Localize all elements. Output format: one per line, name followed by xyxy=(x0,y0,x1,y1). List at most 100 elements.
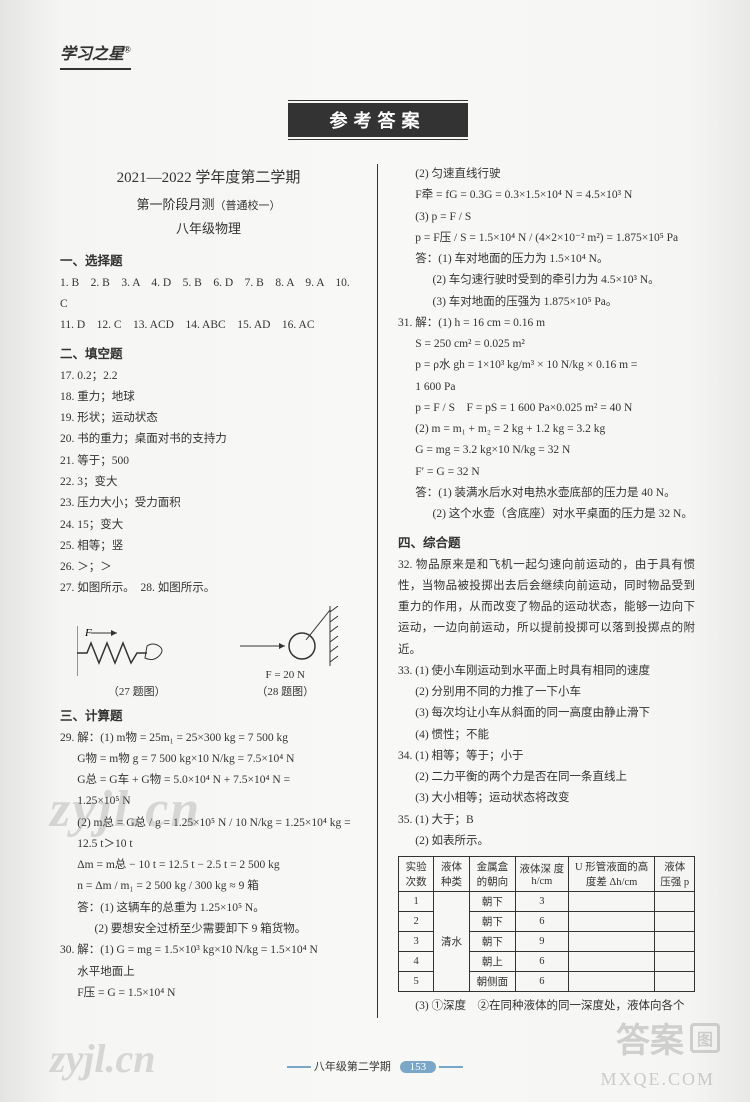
answer-line: (2) m总 = G总 / g = 1.25×10⁵ N / 10 N/kg =… xyxy=(60,813,357,856)
cell xyxy=(655,912,695,932)
cell xyxy=(568,892,655,912)
answer-line: 答：(1) 车对地面的压力为 1.5×10⁴ N。 xyxy=(398,249,695,270)
answer-line: (2) 车匀速行驶时受到的牵引力为 4.5×10³ N。 xyxy=(398,270,695,291)
section-3-heading: 三、计算题 xyxy=(60,705,357,724)
figure-28-caption: （28 题图） xyxy=(230,683,340,699)
answer-line: Δm = m总 − 10 t = 12.5 t − 2.5 t = 2 500 … xyxy=(60,855,357,876)
cell: 9 xyxy=(516,932,569,952)
cell xyxy=(655,972,695,992)
footer-right-ornament-icon xyxy=(439,1062,463,1072)
answer-line: 22. 3；变大 xyxy=(60,472,357,493)
figure-27: F （27 题图） xyxy=(77,626,197,699)
answer-line: 11. D 12. C 13. ACD 14. ABC 15. AD 16. A… xyxy=(60,315,357,336)
cell: 5 xyxy=(399,972,434,992)
exam-title: 2021—2022 学年度第二学期 第一阶段月测（普通校一） 八年级物理 xyxy=(60,164,357,242)
answer-line: F牵 = fG = 0.3G = 0.3×1.5×10⁴ N = 4.5×10³… xyxy=(398,185,695,206)
answer-line: p = F压 / S = 1.5×10⁴ N / (4×2×10⁻² m²) =… xyxy=(398,228,695,249)
cell xyxy=(655,952,695,972)
spring-diagram-icon: F xyxy=(77,626,197,681)
section-1-heading: 一、选择题 xyxy=(60,250,357,269)
cell: 朝上 xyxy=(469,952,515,972)
title-band-label: 参考答案 xyxy=(288,103,468,137)
answer-line: 1 600 Pa xyxy=(398,377,695,398)
experiment-table: 实验 次数 液体 种类 金属盒 的朝向 液体深 度 h/cm U 形管液面的高 … xyxy=(398,856,695,992)
page: 学习之星® 参考答案 2021—2022 学年度第二学期 第一阶段月测（普通校一… xyxy=(0,0,750,1102)
answer-line: 答：(1) 这辆车的总重为 1.25×10⁵ N。 xyxy=(60,898,357,919)
cell xyxy=(655,892,695,912)
cell xyxy=(568,952,655,972)
exam-line1: 2021—2022 学年度第二学期 xyxy=(60,164,357,193)
answer-line: G总 = G车 + G物 = 5.0×10⁴ N + 7.5×10⁴ N = xyxy=(60,770,357,791)
cell xyxy=(568,932,655,952)
watermark-3-square: 图 xyxy=(690,1023,720,1053)
answer-line: 20. 书的重力；桌面对书的支持力 xyxy=(60,429,357,450)
answer-line: 1.25×10⁵ N xyxy=(60,791,357,812)
exam-line3: 八年级物理 xyxy=(60,217,357,242)
cell-liquid: 清水 xyxy=(434,892,469,992)
answer-line: 30. 解：(1) G = mg = 1.5×10³ kg×10 N/kg = … xyxy=(60,940,357,961)
answer-line: n = Δm / m₁ = 2 500 kg / 300 kg ≈ 9 箱 xyxy=(60,876,357,897)
cell: 6 xyxy=(516,952,569,972)
answer-line: (3) 每次均让小车从斜面的同一高度由静止滑下 xyxy=(398,703,695,724)
cell: 朝下 xyxy=(469,912,515,932)
columns: 2021—2022 学年度第二学期 第一阶段月测（普通校一） 八年级物理 一、选… xyxy=(60,164,695,1018)
cell: 朝下 xyxy=(469,892,515,912)
cell xyxy=(568,972,655,992)
column-separator xyxy=(377,164,378,1018)
watermark-3-text: 答案 xyxy=(616,1013,684,1062)
cell: 6 xyxy=(516,912,569,932)
answer-line: G = mg = 3.2 kg×10 N/kg = 32 N xyxy=(398,440,695,461)
th-liquid: 液体 种类 xyxy=(434,857,469,892)
answer-line: (2) m = m₁ + m₂ = 2 kg + 1.2 kg = 3.2 kg xyxy=(398,419,695,440)
brand-text: 学习之星 xyxy=(60,46,124,63)
answer-line: (3) ①深度 ②在同种液体的同一深度处，液体向各个 xyxy=(398,996,695,1017)
cell: 朝侧面 xyxy=(469,972,515,992)
answer-line: 24. 15；变大 xyxy=(60,515,357,536)
answer-line: 1. B 2. B 3. A 4. D 5. B 6. D 7. B 8. A … xyxy=(60,273,357,316)
section-4-heading: 四、综合题 xyxy=(398,532,695,551)
answer-line: 25. 相等；竖 xyxy=(60,536,357,557)
th-depth: 液体深 度 h/cm xyxy=(516,857,569,892)
answer-line: 32. 物品原来是和飞机一起匀速向前运动的，由于具有惯性，当物品被投掷出去后会继… xyxy=(398,555,695,661)
answer-line: (2) 二力平衡的两个力是否在同一条直线上 xyxy=(398,767,695,788)
answer-line: 26. ＞；＞ xyxy=(60,557,357,578)
cell xyxy=(655,932,695,952)
answer-line: 23. 压力大小；受力面积 xyxy=(60,493,357,514)
answer-line: S = 250 cm² = 0.025 m² xyxy=(398,334,695,355)
answer-line: (2) 要想安全过桥至少需要卸下 9 箱货物。 xyxy=(60,919,357,940)
column-right: (2) 匀速直线行驶 F牵 = fG = 0.3G = 0.3×1.5×10⁴ … xyxy=(398,164,695,1018)
answer-line: 35. (1) 大于；B xyxy=(398,810,695,831)
th-dh: U 形管液面的高 度差 Δh/cm xyxy=(568,857,655,892)
cell: 3 xyxy=(399,932,434,952)
svg-text:F: F xyxy=(84,627,92,639)
figure-28: F = 20 N （28 题图） xyxy=(230,606,340,699)
cell: 朝下 xyxy=(469,932,515,952)
answer-line: 31. 解：(1) h = 16 cm = 0.16 m xyxy=(398,313,695,334)
answer-line: (3) p = F / S xyxy=(398,207,695,228)
answer-line: 水平地面上 xyxy=(60,962,357,983)
answer-line: (3) 大小相等；运动状态将改变 xyxy=(398,788,695,809)
footer-label: 八年级第二学期 xyxy=(314,1061,391,1073)
column-left: 2021—2022 学年度第二学期 第一阶段月测（普通校一） 八年级物理 一、选… xyxy=(60,164,357,1018)
answer-line: p = F / S F = pS = 1 600 Pa×0.025 m² = 4… xyxy=(398,398,695,419)
exam-line2a: 第一阶段月测 xyxy=(136,197,214,212)
figure-28-force-label: F = 20 N xyxy=(230,669,340,681)
section-2-heading: 二、填空题 xyxy=(60,343,357,362)
answer-line: 19. 形状；运动状态 xyxy=(60,408,357,429)
answer-line: p = ρ水 gh = 1×10³ kg/m³ × 10 N/kg × 0.16… xyxy=(398,355,695,376)
ball-wall-diagram-icon xyxy=(230,606,340,671)
th-p: 液体 压强 p xyxy=(655,857,695,892)
cell xyxy=(568,912,655,932)
answer-line: (2) 这个水壶（含底座）对水平桌面的压力是 32 N。 xyxy=(398,504,695,525)
answer-line: (2) 匀速直线行驶 xyxy=(398,164,695,185)
answer-line: (2) 如表所示。 xyxy=(398,831,695,852)
answer-line: 21. 等于；500 xyxy=(60,451,357,472)
cell: 6 xyxy=(516,972,569,992)
cell: 3 xyxy=(516,892,569,912)
answer-line: 29. 解：(1) m物 = 25m₁ = 25×300 kg = 7 500 … xyxy=(60,728,357,749)
answer-line: (4) 惯性；不能 xyxy=(398,725,695,746)
th-seq: 实验 次数 xyxy=(399,857,434,892)
table-header-row: 实验 次数 液体 种类 金属盒 的朝向 液体深 度 h/cm U 形管液面的高 … xyxy=(399,857,695,892)
brand-sup: ® xyxy=(124,45,131,55)
answer-line: 34. (1) 相等；等于；小于 xyxy=(398,746,695,767)
